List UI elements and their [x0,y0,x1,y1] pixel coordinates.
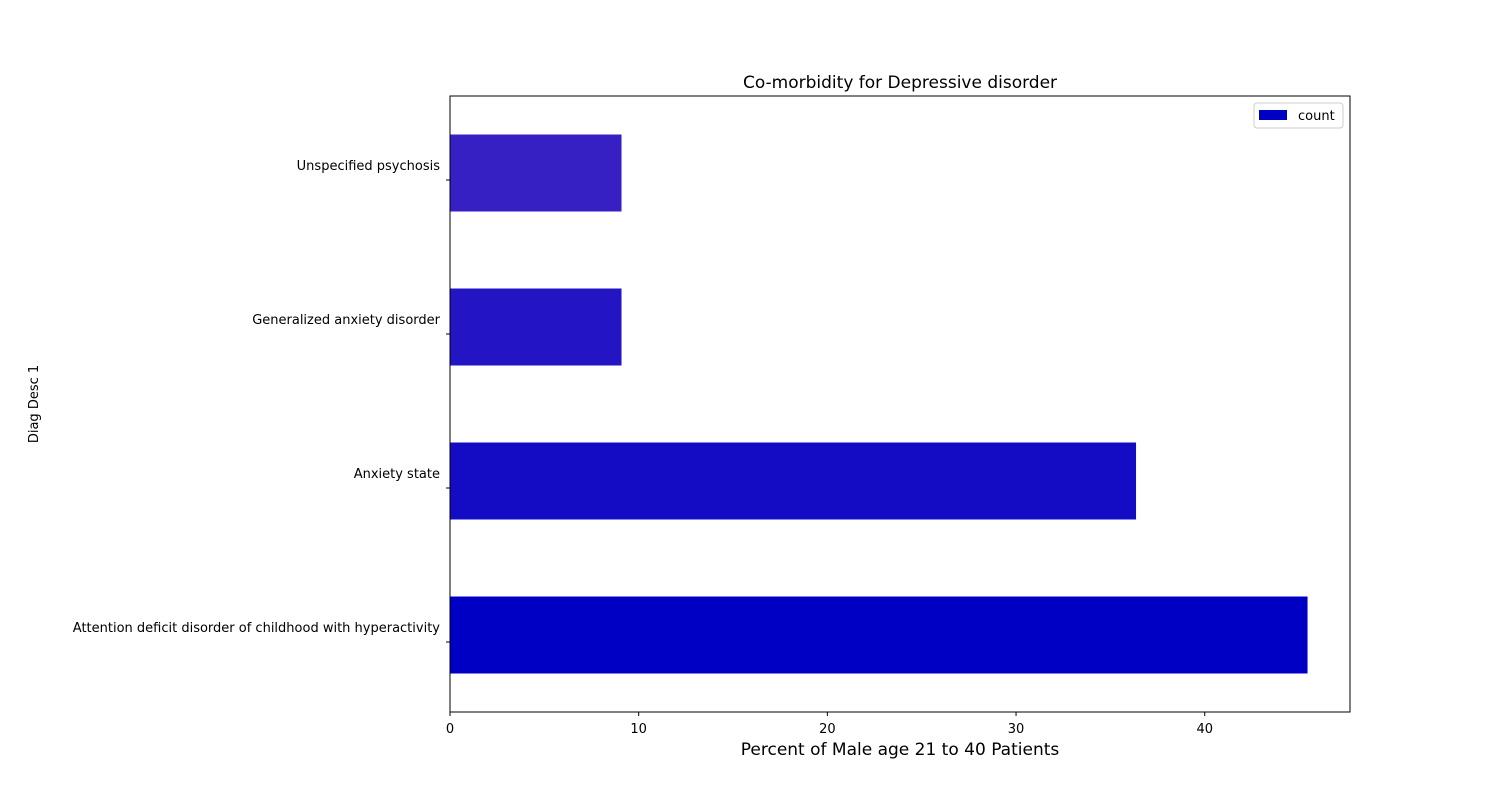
x-tick-label: 10 [630,722,647,737]
bar [450,596,1308,674]
y-tick-label: Attention deficit disorder of childhood … [73,621,441,636]
y-axis-label: Diag Desc 1 [27,365,42,443]
bars-group [450,134,1308,674]
bar [450,134,622,212]
legend-label: count [1298,109,1335,124]
x-axis-label: Percent of Male age 21 to 40 Patients [741,740,1060,760]
bar [450,442,1137,520]
legend: count [1253,102,1344,129]
y-tick-label: Unspecified psychosis [297,159,441,174]
y-tick-label: Anxiety state [354,467,440,482]
y-tick-label: Generalized anxiety disorder [252,313,440,328]
x-ticks-group: 0 10 20 30 40 [446,712,1213,737]
x-tick-label: 20 [819,722,836,737]
legend-box [1253,102,1344,129]
plot-frame [449,95,1351,713]
bar [450,288,622,366]
x-tick-label: 40 [1196,722,1213,737]
y-ticks-group: Attention deficit disorder of childhood … [73,159,450,643]
legend-swatch [1259,110,1287,120]
x-tick-label: 0 [446,722,454,737]
x-tick-label: 30 [1008,722,1025,737]
chart-title: Co-morbidity for Depressive disorder [743,73,1057,93]
